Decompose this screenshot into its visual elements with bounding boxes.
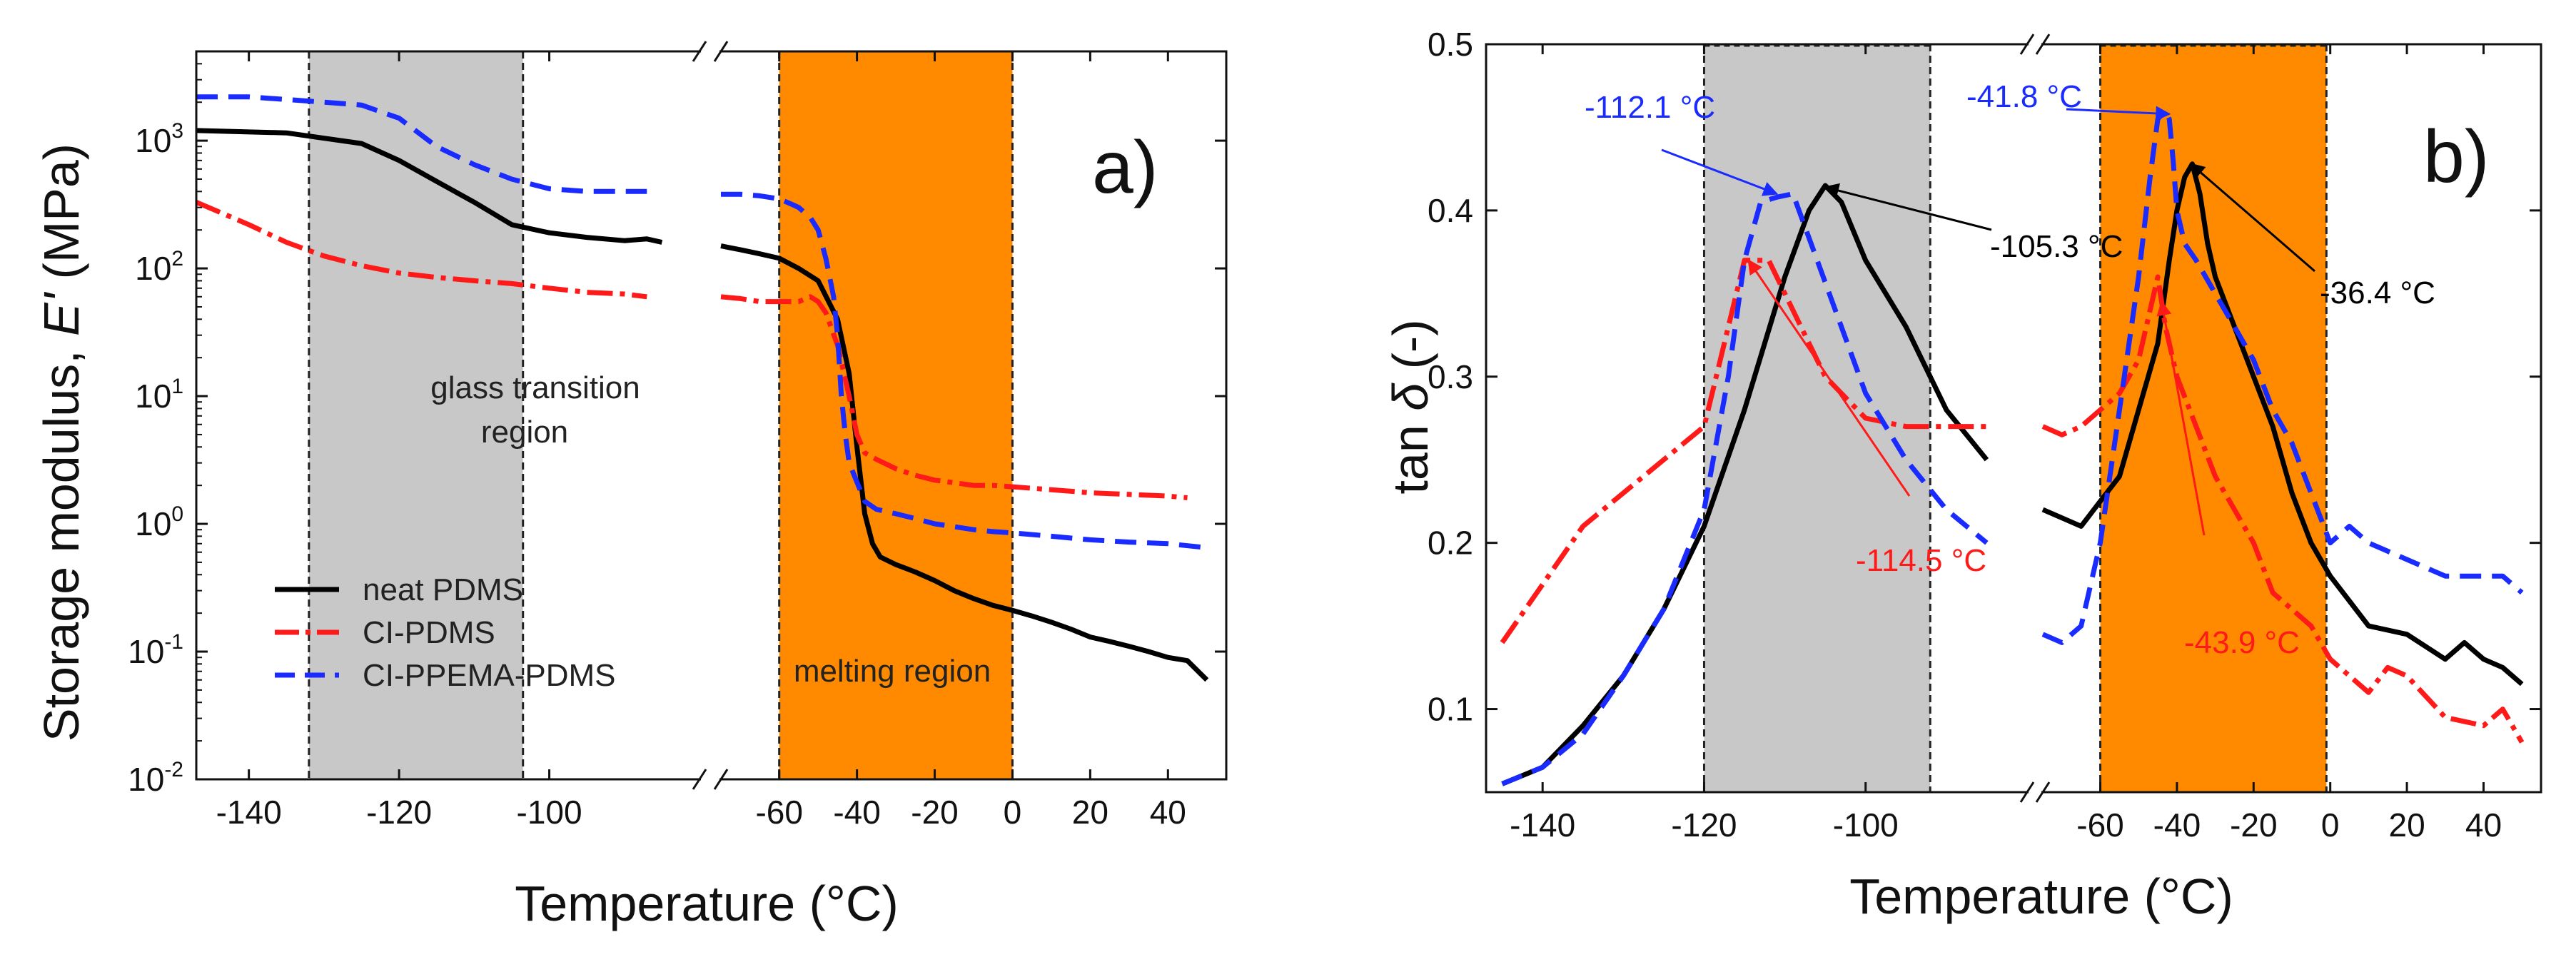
legend: neat PDMS CI-PDMS CI-PPEMA-PDMS xyxy=(275,572,615,693)
x-tick-label: -60 xyxy=(755,794,802,831)
annotation-label: -36.4 °C xyxy=(2320,275,2435,310)
series-line-ci-ppema-pdms-low-temp xyxy=(1501,191,1989,786)
series-line-neat-pdms-low-temp xyxy=(196,128,663,245)
series-line-neat-pdms-low-temp xyxy=(1501,183,1989,786)
series-line-ci-ppema-pdms-high-temp xyxy=(721,191,1208,550)
panel-a-storage-modulus: -140 -120 -100 -60 -40 -20 0 20 40 10-2 10-1 100 101… xyxy=(34,41,1228,931)
x-tick-label: 20 xyxy=(1072,794,1108,831)
annotation-label: -114.5 °C xyxy=(1856,543,1986,578)
axis-break-gap xyxy=(2029,42,2041,46)
panel-b-y-label-prefix: tan xyxy=(1383,411,1438,495)
annotation-arrow xyxy=(1824,183,1992,231)
panel-a-series xyxy=(195,51,1209,779)
x-tick-label: -140 xyxy=(216,794,282,831)
panel-b-y-axis-label: tan δ (-) xyxy=(1383,319,1438,494)
panel-b-ticks: -140 -120 -100 -60 -40 -20 0 20 40 0.1 0.2 0.3 0.4 0.… xyxy=(1428,26,2541,844)
axis-break-gap xyxy=(2029,790,2041,794)
x-tick-label: 40 xyxy=(2465,806,2502,844)
series-line-ci-pdms-high-temp xyxy=(2041,274,2525,744)
axis-break-slash xyxy=(2035,34,2051,55)
x-tick-label: -120 xyxy=(1671,806,1737,844)
panel-a-y-axis-label: Storage modulus, E' (MPa) xyxy=(34,143,89,741)
y-tick-label: 10-1 xyxy=(128,630,183,670)
annotation-arrow xyxy=(2156,300,2206,536)
y-tick-label: 0.1 xyxy=(1428,691,1473,728)
y-tick-label: 100 xyxy=(135,502,183,542)
annotation-label: -105.3 °C xyxy=(1990,229,2123,264)
axis-break-slash xyxy=(2035,781,2051,803)
panel-b-tan-delta: -140 -120 -100 -60 -40 -20 0 20 40 0.1 0.2 0.3 0.4 0.… xyxy=(1383,26,2542,924)
y-tick-label: 103 xyxy=(135,119,183,159)
x-tick-label: -120 xyxy=(366,794,432,831)
panel-a-y-label-suffix: (MPa) xyxy=(34,143,89,293)
panel-b-annotations: -112.1 °C -105.3 °C -114.5 °C -41.8 °C -36.4… xyxy=(1585,79,2435,660)
axis-break-slash xyxy=(692,41,707,62)
y-tick-label: 0.3 xyxy=(1428,358,1473,395)
legend-label-neat-pdms: neat PDMS xyxy=(363,572,523,607)
y-tick-label: 0.4 xyxy=(1428,192,1473,229)
legend-label-ci-pdms: CI-PDMS xyxy=(363,615,495,650)
panel-a-y-label-symbol: E' xyxy=(34,291,89,336)
axis-break-gap xyxy=(701,777,719,781)
annotation-arrow xyxy=(1661,148,1779,196)
x-tick-label: -40 xyxy=(833,794,880,831)
glass-transition-region xyxy=(1704,44,1931,792)
x-tick-label: 40 xyxy=(1150,794,1186,831)
axis-break-slash xyxy=(2019,781,2035,803)
panel-a-y-label-prefix: Storage modulus, xyxy=(34,336,89,741)
legend-label-ci-ppema-pdms: CI-PPEMA-PDMS xyxy=(363,658,615,693)
x-tick-label: -100 xyxy=(1833,806,1899,844)
series-line-neat-pdms-high-temp xyxy=(2041,161,2524,687)
annotation-label: -43.9 °C xyxy=(2184,625,2300,660)
y-tick-label: 0.5 xyxy=(1428,26,1473,63)
glass-transition-label-line2: region xyxy=(481,415,568,450)
annotation-arrow xyxy=(2189,163,2315,273)
panel-b-series xyxy=(1500,44,2525,792)
x-tick-label: -60 xyxy=(2076,806,2123,844)
annotation-label: -41.8 °C xyxy=(1966,79,2082,114)
y-tick-label: 0.2 xyxy=(1428,525,1473,562)
panel-b-frame xyxy=(1485,43,2542,794)
panel-a-ticks: -140 -120 -100 -60 -40 -20 0 20 40 10-2 10-1 100 101… xyxy=(128,51,1226,831)
melting-region-label: melting region xyxy=(794,654,991,689)
series-line-ci-pdms-high-temp xyxy=(720,294,1188,500)
y-tick-label: 102 xyxy=(135,247,183,287)
x-tick-label: 0 xyxy=(1004,794,1022,831)
axis-break-slash xyxy=(692,769,707,790)
series-line-ci-pdms-low-temp xyxy=(1500,258,1987,644)
panel-b-y-label-suffix: (-) xyxy=(1383,319,1438,383)
melting-region xyxy=(779,51,1013,779)
x-tick-label: -40 xyxy=(2153,806,2201,844)
panel-b-x-axis-label: Temperature (°C) xyxy=(1849,869,2233,924)
panel-b-y-label-symbol: δ xyxy=(1383,383,1438,411)
series-line-neat-pdms-high-temp xyxy=(720,243,1209,682)
axis-break-gap xyxy=(701,49,719,54)
panel-b-axis-break xyxy=(2019,34,2051,803)
panel-a-axis-break xyxy=(692,41,729,790)
x-tick-label: 0 xyxy=(2321,806,2340,844)
axis-break-slash xyxy=(713,769,729,790)
panel-a-label: a) xyxy=(1092,126,1158,209)
annotation-arrow xyxy=(1747,259,1911,497)
series-line-ci-pdms-low-temp xyxy=(195,200,647,300)
annotation-label: -112.1 °C xyxy=(1585,90,1715,125)
panel-b-label: b) xyxy=(2423,116,2489,198)
x-tick-label: -140 xyxy=(1510,806,1575,844)
x-tick-label: -100 xyxy=(517,794,582,831)
axis-break-slash xyxy=(2019,34,2035,55)
x-tick-label: -20 xyxy=(2230,806,2277,844)
x-tick-label: -20 xyxy=(911,794,958,831)
axis-break-slash xyxy=(713,41,729,62)
x-tick-label: 20 xyxy=(2388,806,2425,844)
y-tick-label: 10-2 xyxy=(128,758,183,798)
panel-a-x-axis-label: Temperature (°C) xyxy=(515,876,899,931)
series-line-ci-ppema-pdms-high-temp xyxy=(2041,108,2524,645)
glass-transition-label-line1: glass transition xyxy=(430,370,640,405)
y-tick-label: 101 xyxy=(135,375,183,415)
annotation-arrow xyxy=(2066,106,2171,121)
